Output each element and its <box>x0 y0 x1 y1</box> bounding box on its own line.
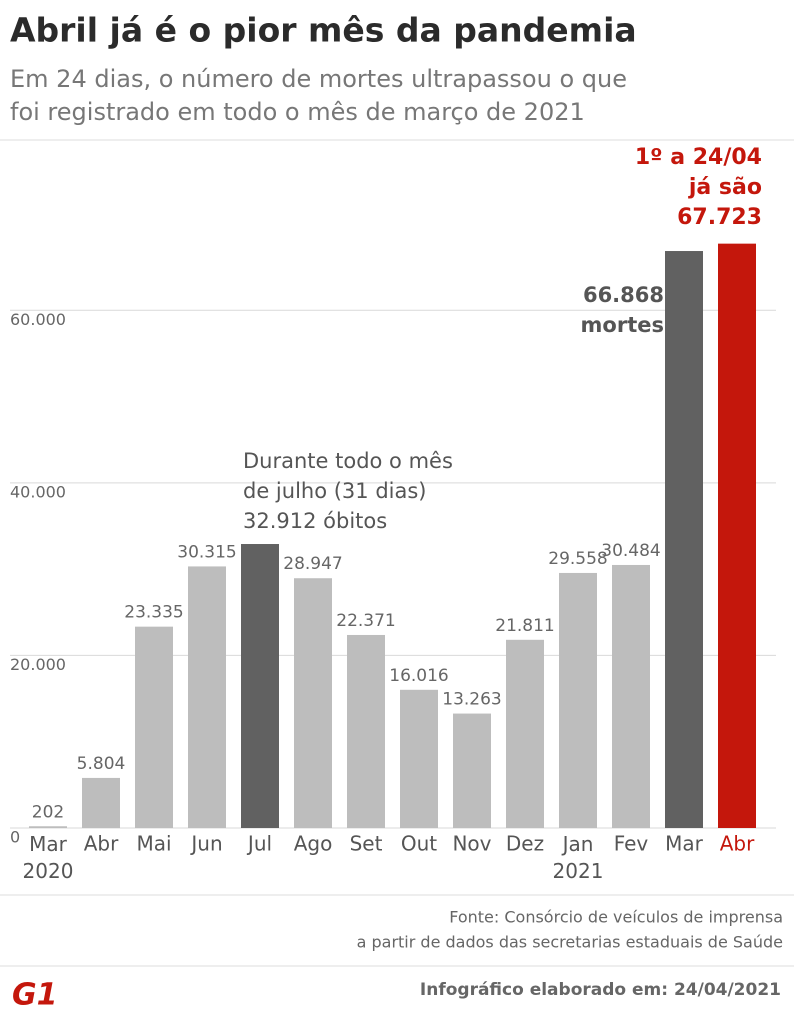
bar <box>506 639 544 828</box>
x-tick-label: Mai <box>136 832 171 856</box>
bar <box>241 544 279 828</box>
source: a partir de dados das secretarias estadu… <box>357 933 783 952</box>
value-label: 23.335 <box>124 603 183 623</box>
x-tick-label: Jul <box>246 832 272 856</box>
x-tick-label: Abr <box>720 832 755 856</box>
value-label: 28.947 <box>283 554 342 574</box>
bar <box>559 572 597 828</box>
source: Fonte: Consórcio de veículos de imprensa <box>449 908 783 927</box>
bar <box>453 713 491 828</box>
x-tick-label: Jun <box>189 832 222 856</box>
x-tick-label: Fev <box>614 832 649 856</box>
bar <box>665 251 703 829</box>
bar <box>29 826 67 828</box>
value-label: 30.484 <box>601 541 660 561</box>
x-tick-label: Nov <box>452 832 491 856</box>
x-tick-label: Ago <box>294 832 333 856</box>
annotation: Durante todo o mês de julho (31 dias) 32.9… <box>243 449 453 533</box>
y-tick-label: 0 <box>10 828 20 847</box>
logo: G1 <box>12 978 58 1013</box>
bar <box>347 634 385 828</box>
value-label: 21.811 <box>495 616 554 636</box>
value-label: 202 <box>32 802 64 822</box>
x-tick-label: Mar 2020 <box>23 832 74 883</box>
date: Infográfico elaborado em: 24/04/2021 <box>420 980 781 1000</box>
subtitle: foi registrado em todo o mês de março de… <box>10 98 585 126</box>
bar <box>294 578 332 828</box>
value-label: 22.371 <box>336 611 395 631</box>
annotation: 66.868 mortes <box>581 283 664 337</box>
value-label: 5.804 <box>77 754 126 774</box>
chart-title: Abril já é o pior mês da pandemia <box>10 11 637 50</box>
value-label: 30.315 <box>177 542 236 562</box>
y-tick-label: 40.000 <box>10 482 66 501</box>
value-label: 29.558 <box>548 549 607 569</box>
value-label: 16.016 <box>389 666 448 686</box>
x-tick-label: Out <box>401 832 437 856</box>
annotation: 1º a 24/04 já são 67.723 <box>635 145 762 230</box>
bar <box>718 243 756 828</box>
x-tick-label: Set <box>350 832 383 856</box>
bar <box>188 566 226 828</box>
x-tick-label: Dez <box>506 832 544 856</box>
subtitle: Em 24 dias, o número de mortes ultrapass… <box>10 65 627 93</box>
x-tick-label: Jan 2021 <box>553 832 604 883</box>
value-label: 13.263 <box>442 690 501 710</box>
x-tick-label: Mar <box>665 832 704 856</box>
bar <box>82 777 120 828</box>
bar <box>135 626 173 828</box>
y-tick-label: 20.000 <box>10 655 66 674</box>
x-tick-label: Abr <box>84 832 119 856</box>
y-tick-label: 60.000 <box>10 310 66 329</box>
bar <box>400 689 438 828</box>
bar <box>612 564 650 828</box>
